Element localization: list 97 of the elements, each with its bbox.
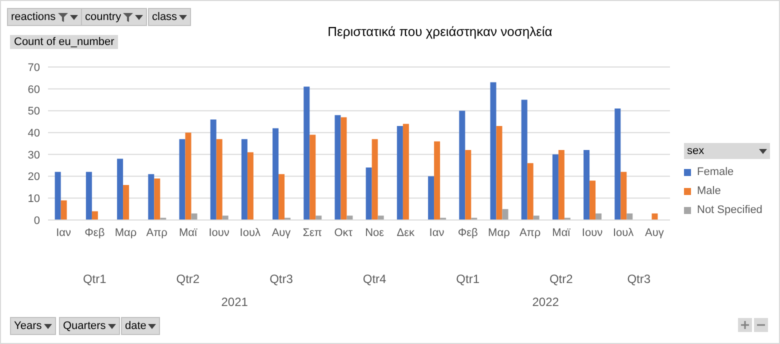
bar	[310, 134, 316, 220]
y-tick-label: 30	[28, 149, 40, 162]
x-tick-label: Μαρ	[114, 226, 137, 239]
x-tick-label: Αυγ	[645, 226, 664, 239]
bar	[596, 213, 602, 220]
bar	[92, 211, 98, 220]
bar	[558, 150, 564, 220]
text: Qtr2	[548, 272, 574, 286]
text: class	[152, 10, 178, 25]
x-tick-label: Απρ	[146, 226, 168, 239]
bar	[54, 172, 61, 220]
bar	[490, 82, 496, 220]
bar	[428, 176, 434, 220]
bar	[434, 141, 440, 220]
bar	[216, 139, 222, 220]
bar	[117, 158, 124, 220]
x-tick-label: Φεβ	[84, 226, 105, 239]
bar	[247, 152, 254, 220]
bar	[185, 132, 192, 220]
bar	[552, 154, 558, 220]
legend-label: Male	[697, 185, 721, 197]
chart-title: Περιστατικά που χρειάστηκαν νοσηλεία	[326, 24, 554, 39]
x-tick-label: Οκτ	[334, 226, 354, 239]
bar	[346, 216, 353, 220]
text: Quarters	[63, 319, 106, 334]
x-tick-label: Ιουλ	[613, 226, 634, 239]
x-tick-label: Μαϊ	[552, 226, 571, 239]
bar	[366, 168, 372, 220]
text: Qtr4	[362, 272, 388, 286]
x-tick-label: Αυγ	[272, 226, 292, 239]
x-tick-label: Ιαν	[429, 226, 445, 239]
text: 2021	[220, 295, 249, 309]
bar	[154, 178, 160, 220]
y-tick-label: 60	[28, 84, 40, 96]
bar	[272, 128, 279, 220]
bar	[652, 213, 658, 220]
text: date	[125, 319, 146, 334]
x-tick-label: Μαϊ	[178, 226, 198, 239]
bar	[340, 117, 347, 220]
text: Qtr3	[268, 272, 294, 286]
text: 2022	[531, 295, 560, 309]
x-tick-label: Ιαν	[56, 226, 72, 239]
bar	[584, 150, 590, 220]
bar	[378, 216, 384, 220]
y-tick-label: 0	[34, 214, 40, 227]
text: Qtr1	[455, 272, 480, 286]
bar	[372, 139, 378, 220]
bar	[496, 126, 502, 220]
y-axis-title: Count of eu_number	[10, 35, 118, 49]
y-tick-label: 10	[28, 193, 40, 206]
bar	[210, 119, 216, 220]
bar	[626, 213, 633, 220]
bar	[304, 86, 310, 220]
bar	[191, 213, 198, 220]
bar	[533, 216, 540, 220]
bar	[459, 110, 466, 220]
x-tick-label: Ιουν	[208, 226, 230, 239]
text: country	[85, 10, 122, 25]
legend-label: Female	[697, 166, 734, 178]
x-tick-label: Απρ	[519, 226, 541, 239]
y-tick-label: 20	[28, 171, 40, 184]
bar	[527, 163, 534, 220]
x-tick-label: Ιουλ	[240, 226, 261, 239]
bar	[179, 139, 186, 220]
bar	[396, 126, 403, 220]
bar	[148, 174, 154, 220]
x-tick-label: Νοε	[365, 226, 384, 239]
bar	[278, 174, 285, 220]
legend-title: sex	[687, 144, 704, 159]
bar	[60, 200, 67, 220]
bar	[620, 172, 627, 220]
legend-label: Not Specified	[697, 204, 762, 216]
bar	[222, 216, 228, 220]
x-tick-label: Μαρ	[488, 226, 510, 239]
y-tick-label: 40	[28, 127, 40, 140]
bar	[241, 139, 248, 220]
bar	[614, 108, 621, 220]
bar	[123, 185, 130, 220]
bar	[334, 115, 341, 220]
bar	[521, 100, 528, 220]
text: Years	[14, 319, 42, 334]
y-tick-label: 50	[28, 106, 40, 118]
text: Qtr2	[175, 272, 201, 286]
bar	[502, 209, 508, 220]
y-tick-label: 70	[28, 62, 40, 74]
x-tick-label: Ιουν	[582, 226, 604, 239]
text: Qtr1	[82, 272, 108, 286]
x-tick-label: Φεβ	[458, 226, 478, 239]
text: Qtr3	[626, 272, 652, 286]
bar	[316, 216, 322, 220]
bar	[86, 172, 92, 220]
bar	[402, 124, 409, 220]
text: reactions	[11, 10, 56, 25]
bar	[590, 180, 596, 220]
x-tick-label: Δεκ	[396, 226, 416, 239]
x-tick-label: Σεπ	[302, 226, 322, 239]
bar	[465, 150, 472, 220]
